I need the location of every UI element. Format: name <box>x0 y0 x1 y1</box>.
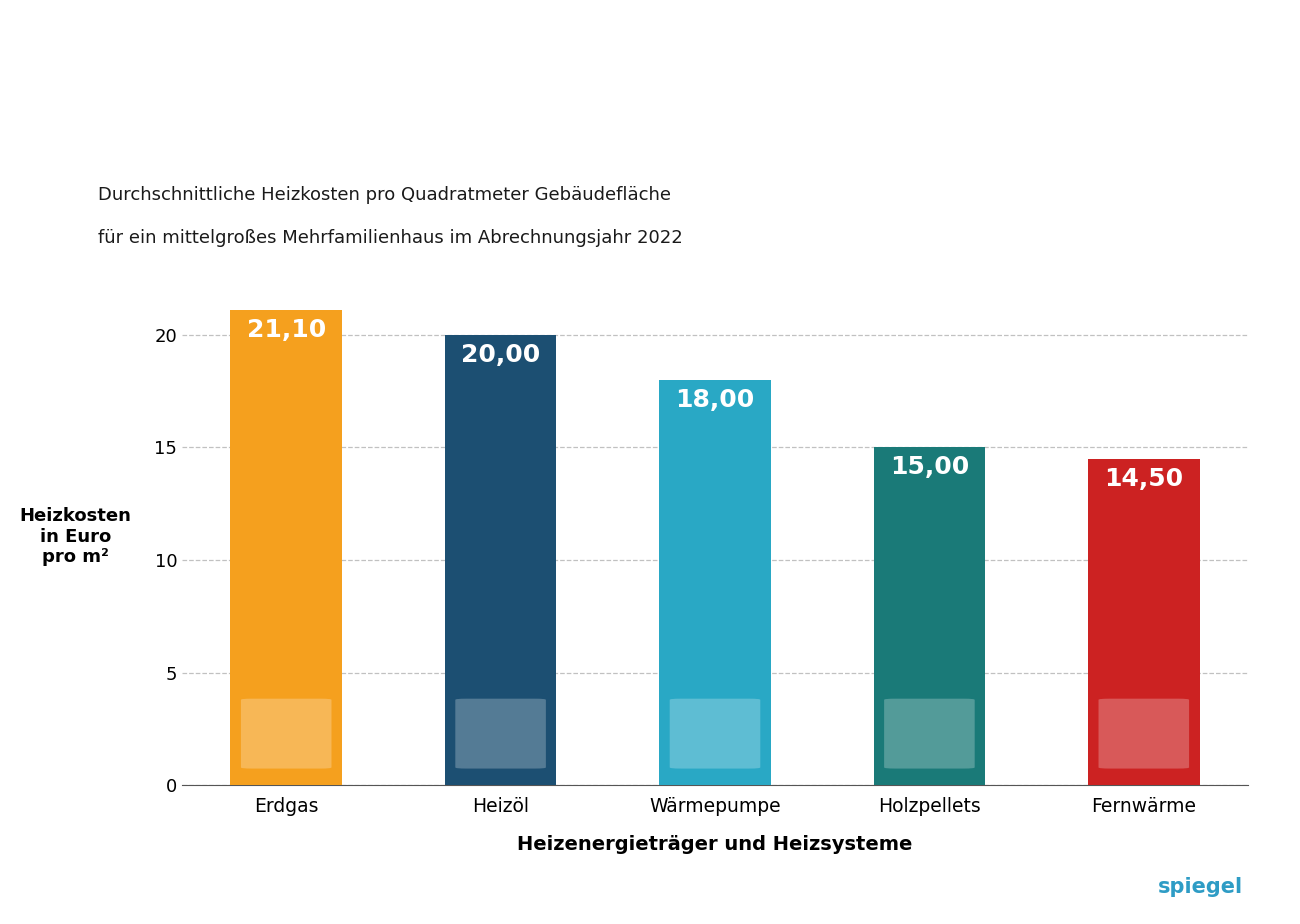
Text: 20,00: 20,00 <box>462 343 541 367</box>
Text: Heizkosten für verschiedene Energieträger: Heizkosten für verschiedene Energieträge… <box>161 36 1139 77</box>
Text: für ein mittelgroßes Mehrfamilienhaus im Abrechnungsjahr 2022: für ein mittelgroßes Mehrfamilienhaus im… <box>98 229 682 248</box>
Text: Durchschnittliche Heizkosten pro Quadratmeter Gebäudefläche: Durchschnittliche Heizkosten pro Quadrat… <box>98 186 671 203</box>
Text: 21,10: 21,10 <box>247 318 326 342</box>
FancyBboxPatch shape <box>670 699 760 769</box>
Text: Ein Angebot von co2online: Ein Angebot von co2online <box>1098 907 1238 917</box>
X-axis label: Heizenergieträger und Heizsysteme: Heizenergieträger und Heizsysteme <box>517 835 913 854</box>
Text: heiz: heiz <box>1098 877 1147 897</box>
Text: 14,50: 14,50 <box>1104 467 1183 491</box>
Text: Stand: 09/2023  |  Daten: www.co2online.de  |  Grafik: www.heizspiegel.de: Stand: 09/2023 | Daten: www.co2online.de… <box>111 887 606 901</box>
Bar <box>1088 458 1200 785</box>
FancyBboxPatch shape <box>884 699 975 769</box>
Bar <box>445 334 556 785</box>
Text: spiegel: spiegel <box>1158 877 1243 897</box>
Bar <box>874 447 985 785</box>
Text: ⒸⓘⓈ⊜: ⒸⓘⓈ⊜ <box>16 887 52 901</box>
Y-axis label: Heizkosten
in Euro
pro m²: Heizkosten in Euro pro m² <box>20 506 131 566</box>
Text: 18,00: 18,00 <box>676 387 754 411</box>
FancyBboxPatch shape <box>1098 699 1190 769</box>
FancyBboxPatch shape <box>455 699 546 769</box>
Bar <box>659 380 771 785</box>
Text: und Heizsysteme in Deutschland: und Heizsysteme in Deutschland <box>280 113 1021 152</box>
Text: 15,00: 15,00 <box>889 456 968 480</box>
Bar <box>230 310 342 785</box>
FancyBboxPatch shape <box>240 699 332 769</box>
